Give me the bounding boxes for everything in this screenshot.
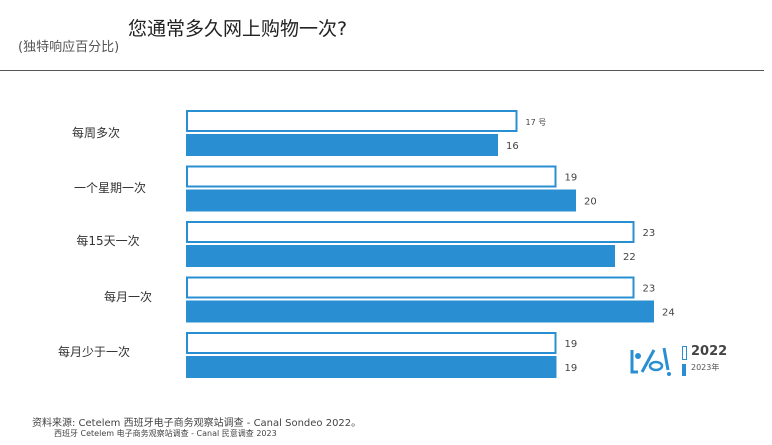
data-label: 23: [643, 284, 656, 295]
source-note-secondary: 西班牙 Cetelem 电子商务观察站调查 - Canal 民意调查 2023: [54, 429, 277, 438]
chart-title: 您通常多久网上购物一次?: [128, 18, 348, 40]
category-label: 每月一次: [104, 289, 152, 304]
data-label: 16: [506, 141, 519, 152]
chart-subtitle: (独特响应百分比): [18, 40, 120, 55]
data-label: 24: [662, 308, 675, 319]
data-label: 23: [643, 228, 656, 239]
legend-swatch-2023: [682, 364, 686, 376]
bar-2023年: [186, 134, 498, 156]
bar-2022: [186, 332, 557, 354]
source-note: 资料来源: Cetelem 西班牙电子商务观察站调查 - Canal Sonde…: [32, 418, 362, 429]
bar-2022: [186, 110, 518, 132]
bar-2023年: [186, 189, 576, 212]
bar-2022: [186, 165, 557, 188]
percent-logo-icon: [630, 347, 671, 376]
bar-2022: [186, 276, 635, 299]
data-label: 19: [565, 363, 578, 374]
legend-label-2023: 2023年: [691, 363, 720, 372]
bar-2023年: [186, 300, 654, 323]
data-label: 20: [584, 197, 597, 208]
legend-label-2022: 2022: [691, 344, 728, 359]
category-label: 每月少于一次: [58, 344, 130, 359]
data-label: 22: [623, 252, 636, 263]
data-label: 19: [565, 339, 578, 350]
data-label: 17 号: [526, 118, 547, 127]
category-label: 每周多次: [72, 125, 120, 140]
category-label: 一个星期一次: [74, 181, 146, 195]
legend-swatch-2022: [682, 346, 687, 360]
bar-2023年: [186, 245, 615, 267]
category-label: 每15天一次: [76, 233, 139, 248]
bar-2022: [186, 221, 635, 243]
header-divider: [0, 70, 764, 71]
bar-2023年: [186, 356, 557, 378]
data-label: 19: [565, 173, 578, 184]
